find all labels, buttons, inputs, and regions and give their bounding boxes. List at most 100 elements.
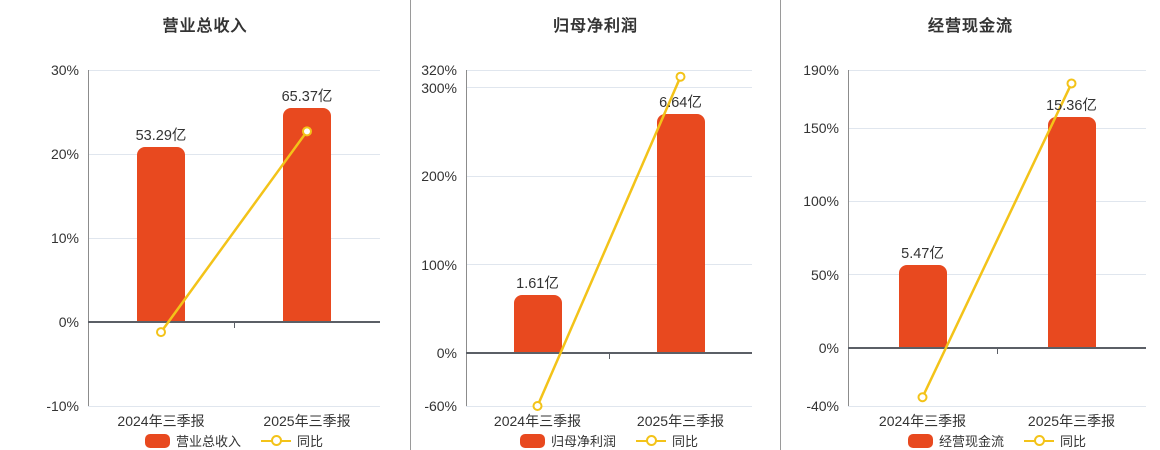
gridline bbox=[848, 274, 1146, 276]
legend-label: 营业总收入 bbox=[175, 434, 241, 449]
bar-swatch-icon bbox=[907, 433, 933, 448]
y-axis-tick-label: 100% bbox=[803, 193, 839, 210]
bar-value-label: 53.29亿 bbox=[135, 128, 187, 145]
legend-item-bar-series[interactable]: 经营现金流 bbox=[907, 431, 1004, 450]
gridline bbox=[88, 405, 380, 407]
legend-item-bar-series[interactable]: 归母净利润 bbox=[519, 431, 616, 450]
bar-2024年三季报[interactable] bbox=[137, 147, 185, 322]
y-axis-tick-label: 190% bbox=[803, 62, 839, 78]
yoy-point-marker[interactable] bbox=[302, 126, 312, 137]
y-axis-tick-label: 200% bbox=[421, 168, 457, 185]
yoy-line bbox=[921, 82, 1073, 398]
chart-title: 经营现金流 bbox=[927, 18, 1013, 35]
gridline bbox=[466, 87, 752, 89]
gridline bbox=[848, 127, 1146, 129]
legend-label: 同比 bbox=[672, 434, 699, 449]
bar-swatch-icon bbox=[144, 433, 170, 448]
plot-area: 2024年三季报 2025年三季报 经营现金流 同比 190% 150% 100% 5… bbox=[803, 62, 1146, 449]
y-axis-tick-label: 320% bbox=[421, 62, 457, 78]
line-marker-icon bbox=[261, 435, 291, 447]
yoy-line-series bbox=[917, 78, 1077, 403]
legend-item-line-series[interactable]: 同比 bbox=[261, 431, 323, 450]
yoy-line-series bbox=[156, 126, 312, 338]
legend-label: 经营现金流 bbox=[938, 434, 1004, 449]
chart-title: 归母净利润 bbox=[552, 18, 638, 35]
zero-axis-line bbox=[466, 351, 752, 354]
yoy-point-marker[interactable] bbox=[532, 401, 543, 411]
category-axis-tick bbox=[997, 348, 998, 354]
legend: 营业总收入 同比 bbox=[88, 431, 380, 450]
y-axis-tick-label: 20% bbox=[50, 146, 79, 162]
gridline bbox=[848, 69, 1146, 71]
y-axis-tick-label: 50% bbox=[810, 266, 839, 283]
yoy-point-marker[interactable] bbox=[156, 327, 166, 338]
yoy-line-series bbox=[532, 71, 686, 411]
chart-title: 营业总收入 bbox=[162, 18, 248, 35]
chart-panel-revenue: 营业总收入 2024年三季报 2025年三季报 营业总收入 同比 30% 20% 1… bbox=[0, 0, 410, 450]
chart-panel-cash-flow: 经营现金流 2024年三季报 2025年三季报 经营现金流 同比 190% 150… bbox=[780, 0, 1160, 450]
bar-2025年三季报[interactable] bbox=[1047, 116, 1096, 348]
yoy-point-marker[interactable] bbox=[1066, 78, 1077, 89]
y-axis-line bbox=[466, 70, 467, 406]
line-marker-icon bbox=[636, 435, 666, 447]
x-axis-label: 2025年三季报 bbox=[263, 413, 351, 429]
yoy-line bbox=[159, 130, 309, 333]
legend: 归母净利润 同比 bbox=[466, 431, 752, 450]
legend-label: 同比 bbox=[297, 434, 324, 449]
x-axis-label: 2024年三季报 bbox=[878, 413, 967, 429]
gridline bbox=[466, 405, 752, 407]
bar-2024年三季报[interactable] bbox=[513, 294, 562, 353]
line-marker-icon bbox=[1024, 435, 1054, 447]
plot-area: 2024年三季报 2025年三季报 营业总收入 同比 30% 20% 10% 0% -1… bbox=[46, 62, 380, 449]
y-axis-tick-label: 300% bbox=[421, 79, 457, 96]
y-axis-tick-label: 0% bbox=[818, 339, 839, 356]
yoy-point-marker[interactable] bbox=[675, 71, 686, 82]
x-axis-label: 2024年三季报 bbox=[117, 413, 205, 429]
gridline bbox=[466, 175, 752, 177]
bar-value-label: 65.37亿 bbox=[281, 88, 333, 105]
y-axis-tick-label: -60% bbox=[424, 398, 457, 414]
x-axis-label: 2024年三季报 bbox=[493, 413, 582, 429]
yoy-line bbox=[536, 76, 682, 407]
legend: 经营现金流 同比 bbox=[848, 431, 1146, 450]
gridline bbox=[466, 69, 752, 71]
y-axis-tick-label: -40% bbox=[806, 398, 839, 414]
gridline bbox=[88, 69, 380, 71]
gridline bbox=[466, 264, 752, 266]
y-axis-tick-label: 0% bbox=[436, 344, 457, 361]
chart-panel-net-profit: 归母净利润 2024年三季报 2025年三季报 归母净利润 同比 320% 300… bbox=[410, 0, 780, 450]
zero-axis-line bbox=[88, 321, 380, 323]
gridline bbox=[848, 200, 1146, 202]
bar-2025年三季报[interactable] bbox=[656, 113, 705, 353]
plot-area: 2024年三季报 2025年三季报 归母净利润 同比 320% 300% 200% 1… bbox=[421, 62, 752, 449]
y-axis-tick-label: -10% bbox=[46, 398, 79, 414]
gridline bbox=[88, 237, 380, 239]
legend-item-line-series[interactable]: 同比 bbox=[1024, 431, 1086, 450]
legend-label: 归母净利润 bbox=[550, 434, 616, 449]
x-axis-label: 2025年三季报 bbox=[636, 413, 725, 429]
y-axis-tick-label: 150% bbox=[803, 120, 839, 137]
y-axis-tick-label: 100% bbox=[421, 256, 457, 273]
bar-swatch-icon bbox=[519, 433, 545, 448]
bar-2024年三季报[interactable] bbox=[898, 265, 947, 348]
y-axis-line bbox=[848, 70, 849, 406]
legend-item-bar-series[interactable]: 营业总收入 bbox=[144, 431, 241, 450]
bar-value-label: 15.36亿 bbox=[1046, 97, 1097, 114]
x-axis-label: 2025年三季报 bbox=[1027, 413, 1116, 429]
y-axis-tick-label: 10% bbox=[50, 230, 79, 246]
bar-2025年三季报[interactable] bbox=[283, 107, 331, 322]
bar-value-label: 1.61亿 bbox=[516, 275, 559, 292]
y-axis-tick-label: 0% bbox=[58, 314, 79, 330]
yoy-point-marker[interactable] bbox=[917, 392, 928, 403]
category-axis-tick bbox=[234, 323, 235, 328]
y-axis-line bbox=[88, 70, 89, 406]
gridline bbox=[88, 153, 380, 155]
bar-value-label: 5.47亿 bbox=[901, 246, 944, 263]
gridline bbox=[848, 405, 1146, 407]
bar-value-label: 6.64亿 bbox=[659, 94, 702, 111]
legend-label: 同比 bbox=[1060, 434, 1087, 449]
y-axis-tick-label: 30% bbox=[50, 62, 79, 78]
legend-item-line-series[interactable]: 同比 bbox=[636, 431, 698, 450]
category-axis-tick bbox=[609, 353, 610, 359]
